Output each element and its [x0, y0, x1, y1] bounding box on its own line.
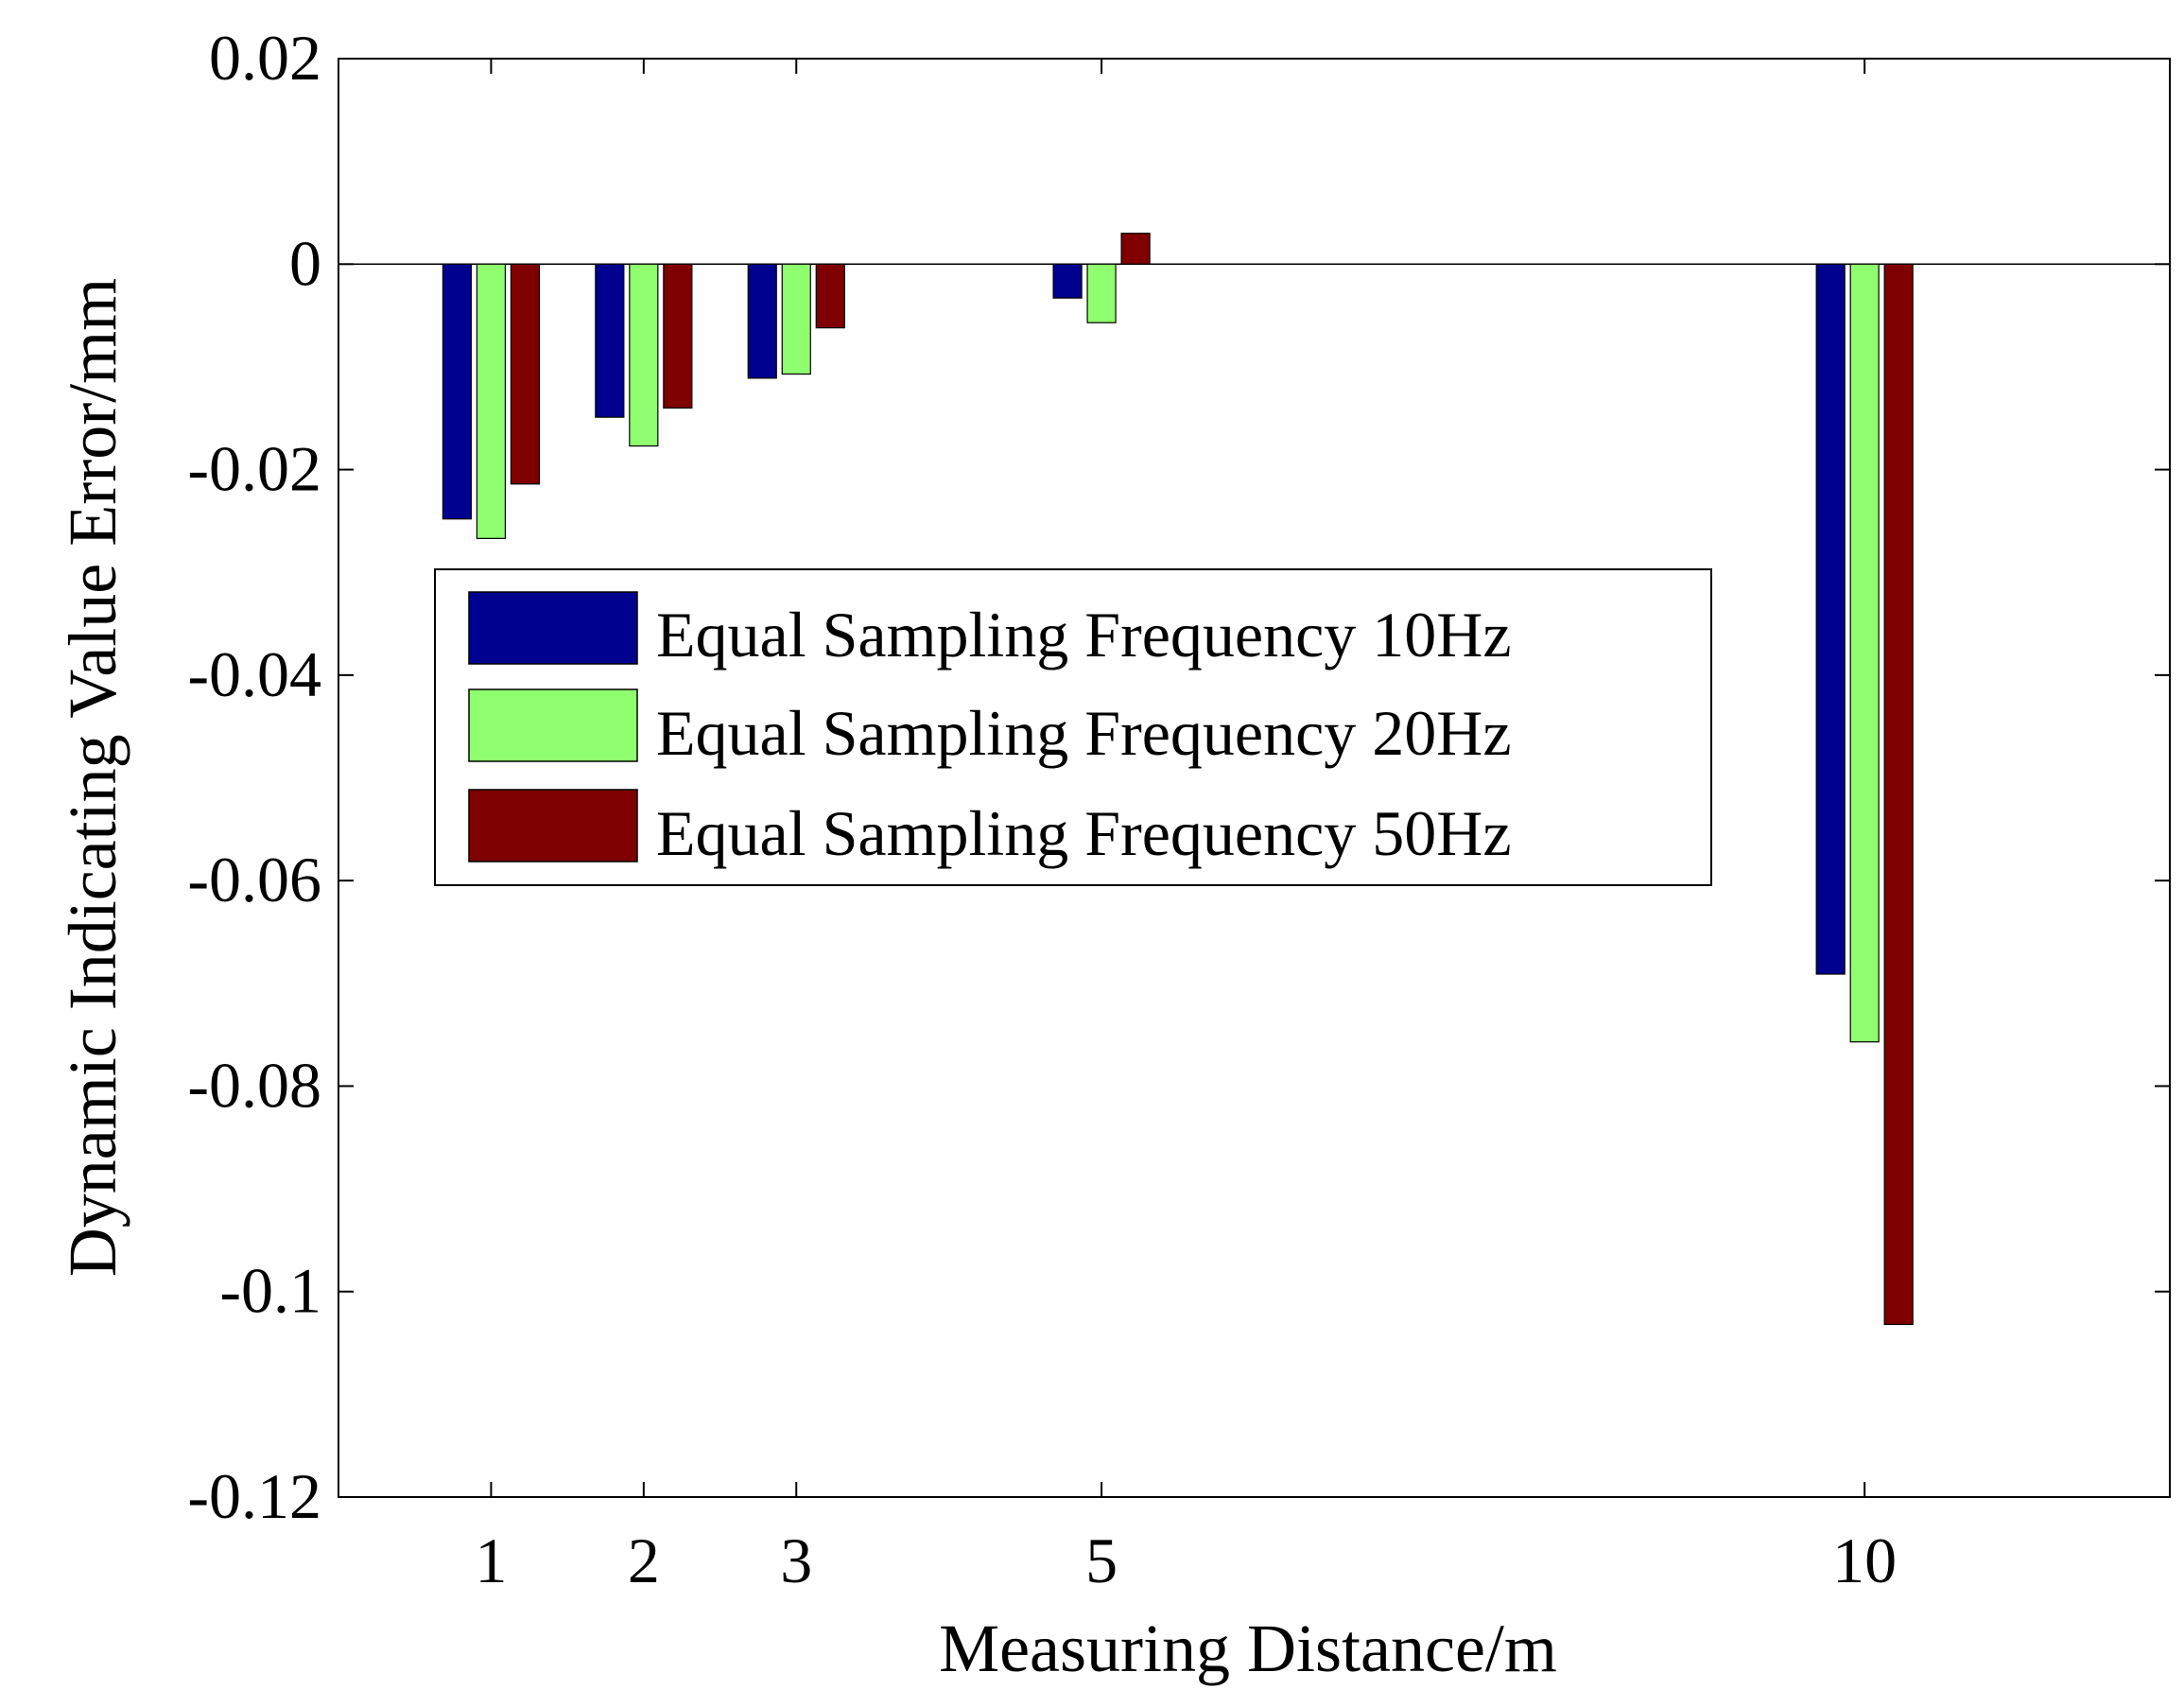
bar [1815, 263, 1846, 975]
x-axis: 1 2 3 5 10 [475, 59, 1897, 1596]
x-axis-title: Measuring Distance/m [939, 1611, 1557, 1686]
x-tick-label: 2 [628, 1524, 660, 1596]
y-tick-label: -0.02 [187, 433, 321, 505]
y-tick-label: -0.08 [187, 1049, 321, 1121]
legend-swatch [468, 789, 638, 862]
bar [1883, 263, 1914, 1326]
bar-group [442, 233, 1914, 1326]
x-tick-label: 1 [475, 1524, 507, 1596]
bar [1849, 263, 1880, 1043]
y-tick-label: -0.04 [187, 638, 321, 710]
y-tick-label: -0.12 [187, 1460, 321, 1532]
bar [747, 263, 777, 379]
bar [815, 263, 845, 329]
bar [1120, 233, 1151, 265]
bar [1052, 263, 1083, 299]
bar [442, 263, 473, 520]
y-tick-label: -0.06 [187, 844, 321, 915]
y-axis: 0.02 0 -0.02 -0.04 -0.06 -0.08 -0.1 -0.12 [187, 22, 2170, 1532]
bar [781, 263, 811, 375]
legend-swatch [468, 688, 638, 762]
legend-item: Equal Sampling Frequency 20Hz [468, 688, 1512, 769]
x-tick-label: 5 [1085, 1524, 1118, 1596]
legend: Equal Sampling Frequency 10Hz Equal Samp… [434, 568, 1712, 886]
bar [663, 263, 693, 409]
bar [510, 263, 541, 485]
legend-swatch [468, 591, 638, 665]
y-tick-label: 0.02 [209, 22, 321, 94]
x-tick-label: 10 [1832, 1524, 1897, 1596]
bar [476, 263, 507, 539]
y-axis-title: Dynamic Indicating Value Error/mm [55, 278, 130, 1277]
y-tick-label: 0 [289, 227, 321, 299]
legend-box [434, 568, 1712, 886]
y-tick-label: -0.1 [219, 1255, 321, 1327]
bar [595, 263, 625, 418]
legend-label: Equal Sampling Frequency 50Hz [656, 797, 1512, 869]
legend-item: Equal Sampling Frequency 50Hz [468, 789, 1512, 869]
legend-label: Equal Sampling Frequency 20Hz [656, 697, 1512, 769]
legend-label: Equal Sampling Frequency 10Hz [656, 599, 1512, 671]
bar [629, 263, 659, 447]
x-tick-label: 3 [780, 1524, 812, 1596]
legend-item: Equal Sampling Frequency 10Hz [468, 591, 1512, 671]
bar [1086, 263, 1117, 323]
